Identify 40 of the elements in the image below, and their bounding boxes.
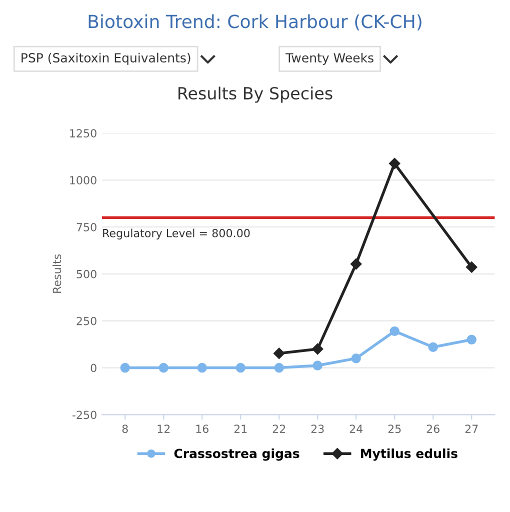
y-tick-label: 250 (76, 316, 96, 326)
x-tick-label: 24 (350, 424, 363, 433)
point (312, 360, 322, 370)
point (466, 262, 478, 273)
y-tick-label: 1000 (70, 176, 96, 184)
y-tick-label: 750 (76, 222, 96, 232)
point (197, 362, 207, 373)
x-tick-label: 8 (122, 424, 128, 434)
x-tick-label: 16 (196, 424, 208, 434)
point (312, 343, 324, 355)
point (390, 326, 400, 336)
point (158, 362, 168, 373)
point (120, 362, 130, 373)
y-tick-label: 1250 (70, 129, 96, 138)
legend-label: Mytilus edulis (360, 448, 458, 461)
point (236, 362, 246, 373)
point (350, 258, 362, 270)
y-tick-label: 500 (76, 270, 96, 278)
x-tick-label: 27 (465, 424, 478, 433)
x-tick-label: 26 (426, 424, 440, 434)
legend-label: Crassostrea gigas (174, 448, 300, 461)
point (351, 354, 361, 364)
y-axis-title: Results (52, 254, 62, 293)
text: PSP (Saxitoxin Equivalents) (22, 52, 190, 65)
point (428, 342, 438, 352)
x-tick-label: 25 (388, 424, 401, 434)
text: Twenty Weeks (286, 52, 374, 65)
chart-subtitle: Results By Species (178, 86, 332, 103)
x-tick-label: 12 (158, 424, 170, 433)
x-tick-label: 22 (272, 424, 286, 433)
ref-line-label: Regulatory Level = 800.00 (103, 228, 250, 240)
chart-title: Biotoxin Trend: Cork Harbour (CK-CH) (88, 14, 422, 30)
point (273, 348, 285, 359)
x-tick-label: 21 (234, 424, 247, 433)
y-tick-label: 0 (90, 364, 96, 372)
point (466, 334, 476, 344)
x-tick-label: 23 (311, 424, 324, 434)
y-tick-label: -250 (72, 410, 96, 420)
point (388, 158, 400, 170)
point (274, 362, 284, 373)
